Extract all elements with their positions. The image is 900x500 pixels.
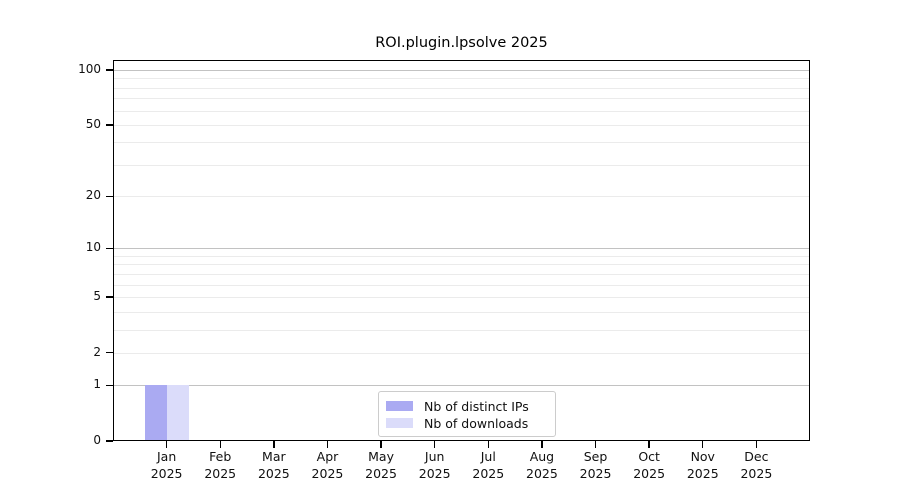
x-tick-month: May bbox=[368, 449, 394, 464]
x-tick-label: Dec 2025 bbox=[726, 448, 786, 482]
legend-label-distinct-ips: Nb of distinct IPs bbox=[424, 398, 529, 414]
x-tick-month: Dec bbox=[744, 449, 769, 464]
x-tick-month: Feb bbox=[209, 449, 232, 464]
x-tick-mark bbox=[326, 441, 329, 448]
gridline-minor bbox=[113, 110, 810, 112]
gridline-minor bbox=[113, 124, 810, 126]
x-tick-year: 2025 bbox=[418, 466, 451, 481]
gridline-minor bbox=[113, 164, 810, 166]
y-tick-mark bbox=[106, 351, 113, 354]
y-tick-mark bbox=[106, 69, 113, 71]
x-tick-month: Jun bbox=[424, 449, 445, 464]
gridline-minor bbox=[113, 311, 810, 313]
y-tick-label: 20 bbox=[85, 188, 101, 203]
bar-distinct-ips-jan bbox=[144, 385, 167, 441]
x-tick-year: 2025 bbox=[365, 466, 397, 481]
legend-swatch-distinct-ips bbox=[386, 401, 413, 411]
x-tick-month: Jul bbox=[480, 449, 496, 464]
x-tick-month: Oct bbox=[638, 449, 660, 464]
x-tick-month: Aug bbox=[529, 449, 555, 464]
y-tick-mark bbox=[106, 384, 113, 386]
gridline-minor bbox=[113, 98, 810, 100]
x-tick-year: 2025 bbox=[150, 466, 183, 481]
gridline-minor bbox=[113, 329, 810, 331]
legend-item-downloads: Nb of downloads bbox=[386, 415, 544, 431]
x-tick-mark bbox=[273, 441, 275, 448]
x-tick-year: 2025 bbox=[257, 466, 290, 481]
x-tick-month: Jan bbox=[156, 449, 177, 464]
x-tick-label: Oct 2025 bbox=[619, 448, 679, 482]
y-tick-mark bbox=[106, 195, 113, 197]
gridline-decade bbox=[113, 70, 810, 71]
legend-item-distinct-ips: Nb of distinct IPs bbox=[386, 398, 544, 414]
x-tick-label: May 2025 bbox=[351, 448, 411, 482]
y-tick-mark bbox=[106, 440, 113, 442]
y-tick-label: 0 bbox=[93, 433, 101, 447]
gridline-minor bbox=[113, 284, 810, 286]
gridline-minor bbox=[113, 87, 810, 89]
x-tick-month: Apr bbox=[316, 449, 339, 464]
gridline-minor bbox=[113, 264, 810, 266]
x-tick-year: 2025 bbox=[472, 466, 505, 481]
x-tick-label: Jan 2025 bbox=[137, 448, 197, 482]
x-tick-mark bbox=[594, 441, 597, 448]
x-tick-month: Mar bbox=[262, 449, 286, 464]
x-tick-mark bbox=[433, 441, 436, 448]
x-tick-mark bbox=[165, 441, 168, 448]
x-tick-month: Sep bbox=[583, 449, 608, 464]
y-tick-label: 50 bbox=[85, 116, 101, 131]
bar-downloads-jan bbox=[166, 385, 189, 441]
gridline-minor bbox=[113, 255, 810, 257]
x-tick-mark bbox=[648, 441, 650, 448]
x-tick-label: Jul 2025 bbox=[458, 448, 518, 482]
x-tick-mark bbox=[219, 441, 221, 448]
x-tick-label: Aug 2025 bbox=[512, 448, 572, 482]
y-tick-label: 2 bbox=[93, 344, 101, 359]
x-tick-label: Feb 2025 bbox=[190, 448, 250, 482]
x-tick-mark bbox=[487, 441, 489, 448]
y-tick-mark bbox=[106, 124, 113, 126]
x-tick-label: Sep 2025 bbox=[566, 448, 626, 482]
plot-frame bbox=[113, 60, 810, 441]
gridline-minor bbox=[113, 78, 810, 80]
gridline-minor bbox=[113, 352, 810, 354]
x-tick-year: 2025 bbox=[686, 466, 719, 481]
x-tick-mark bbox=[755, 441, 758, 448]
legend-label-downloads: Nb of downloads bbox=[424, 415, 529, 431]
x-tick-year: 2025 bbox=[579, 466, 612, 481]
x-tick-month: Nov bbox=[690, 449, 715, 464]
gridline-minor bbox=[113, 196, 810, 198]
y-tick-mark bbox=[106, 296, 113, 298]
gridline-minor bbox=[113, 142, 810, 144]
gridline-decade bbox=[113, 248, 810, 250]
x-tick-year: 2025 bbox=[633, 466, 666, 481]
x-tick-mark bbox=[380, 441, 382, 448]
x-tick-label: Apr 2025 bbox=[297, 448, 357, 482]
legend-swatch-downloads bbox=[386, 418, 413, 428]
x-tick-label: Mar 2025 bbox=[244, 448, 304, 482]
x-tick-label: Nov 2025 bbox=[673, 448, 733, 482]
x-tick-label: Jun 2025 bbox=[405, 448, 465, 482]
x-tick-year: 2025 bbox=[526, 466, 558, 481]
y-tick-label: 1 bbox=[93, 377, 101, 392]
x-tick-year: 2025 bbox=[204, 466, 237, 481]
gridline-decade bbox=[113, 385, 810, 387]
x-tick-mark bbox=[541, 441, 543, 448]
y-tick-label: 100 bbox=[78, 62, 101, 76]
x-tick-year: 2025 bbox=[311, 466, 344, 481]
x-tick-year: 2025 bbox=[740, 466, 773, 481]
y-tick-label: 10 bbox=[85, 240, 101, 255]
legend: Nb of distinct IPs Nb of downloads bbox=[378, 391, 556, 437]
gridline-minor bbox=[113, 273, 810, 275]
y-tick-label: 5 bbox=[93, 288, 101, 303]
y-tick-mark bbox=[106, 247, 113, 249]
x-tick-mark bbox=[702, 441, 704, 448]
gridline-minor bbox=[113, 296, 810, 298]
chart-title: ROI.plugin.lpsolve 2025 bbox=[375, 35, 548, 51]
